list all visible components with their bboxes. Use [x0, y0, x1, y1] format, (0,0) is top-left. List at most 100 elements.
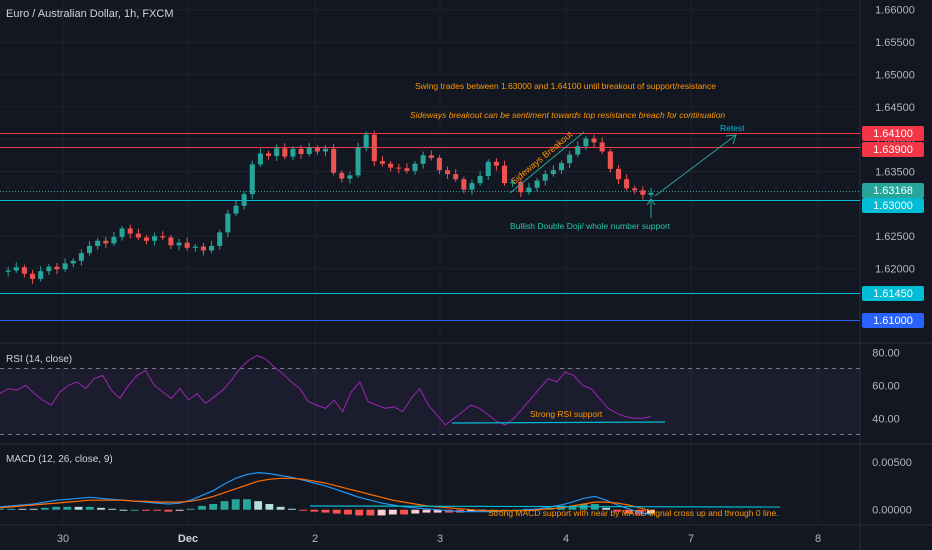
macd-support-line — [309, 505, 781, 508]
macd-hist-bar — [209, 504, 218, 510]
candle-body — [306, 147, 312, 155]
candle-body — [209, 245, 215, 251]
candle-body — [615, 168, 621, 180]
badge-last — [862, 183, 924, 198]
macd-hist-bar — [647, 509, 655, 514]
candle-body — [607, 151, 613, 169]
candle-body — [282, 148, 288, 157]
macd-hist-bar — [254, 501, 263, 510]
badge-r2 — [862, 142, 924, 157]
badge-r2-text: 1.63900 — [873, 144, 913, 156]
macd-signal-line — [0, 477, 652, 512]
candle-body — [583, 138, 589, 147]
macd-hist-bar — [388, 509, 397, 515]
macd-hist-bar — [366, 509, 375, 516]
candle-body — [103, 240, 109, 244]
candle-body — [632, 188, 638, 191]
candle-body — [160, 236, 166, 238]
candle-body — [184, 242, 190, 248]
macd-hist-bar — [355, 509, 364, 516]
rsi-line — [0, 355, 652, 426]
macd-hist-bar — [287, 508, 296, 510]
grid-lines — [0, 0, 860, 525]
macd-hist-bar — [52, 506, 61, 510]
badge-s2 — [862, 286, 924, 301]
candle-body — [493, 161, 499, 166]
candle-body — [274, 148, 280, 156]
candle-body — [542, 174, 548, 181]
double-doji-annotation: Bullish Double Doji/ whole number suppor… — [510, 221, 671, 231]
time-axis[interactable]: 30 Dec 2 3 4 7 8 — [57, 533, 821, 545]
candle-body — [168, 237, 174, 246]
candle-body — [241, 194, 247, 206]
time-label: 3 — [437, 533, 443, 545]
candle-body — [54, 266, 60, 270]
price-tick-label: 1.65500 — [875, 37, 915, 49]
macd-hist-bar — [119, 509, 128, 511]
price-tick-label: 1.63500 — [875, 167, 915, 179]
macd-hist-bar — [377, 509, 386, 516]
candle-body — [648, 192, 654, 195]
price-tick-label: 1.62000 — [875, 264, 915, 276]
macd-hist-bar — [613, 509, 622, 512]
swing-annotation: Swing trades between 1.63000 and 1.64100… — [415, 81, 716, 91]
candle-body — [558, 163, 565, 171]
macd-hist-bar — [85, 506, 94, 510]
rsi-title: RSI (14, close) — [6, 354, 72, 365]
macd-hist-bar — [299, 509, 307, 511]
rsi-tick-label: 60.00 — [872, 380, 900, 392]
macd-hist-bar — [344, 509, 352, 515]
candle-body — [412, 163, 418, 171]
price-tick-label: 1.65000 — [875, 69, 915, 81]
candle-body — [298, 148, 304, 155]
rsi-support-annotation: Strong RSI support — [530, 409, 603, 419]
macd-hist-bar — [40, 507, 49, 510]
badge-s3-text: 1.61000 — [873, 315, 913, 327]
chart-title: Euro / Australian Dollar, 1h, FXCM — [6, 8, 174, 20]
macd-hist-bar — [422, 509, 431, 513]
breakout-trendline — [509, 131, 585, 194]
candle-body — [322, 148, 329, 152]
candle-body — [624, 179, 630, 189]
macd-hist-bar — [108, 508, 117, 510]
macd-title: MACD (12, 26, close, 9) — [6, 454, 113, 465]
sideways-bias-annotation: Sideways breakout can be sentiment towar… — [410, 110, 725, 120]
candle-body — [314, 147, 320, 152]
candle-body — [591, 138, 597, 143]
macd-support-annotation: Strong MACD support with near by MACD si… — [488, 508, 779, 518]
price-badges: 1.64100 1.63900 1.63168 1.63000 1.61450 … — [862, 126, 924, 328]
candle-body — [567, 154, 573, 164]
price-tick-label: 1.66000 — [875, 5, 915, 17]
macd-hist-bar — [243, 499, 251, 510]
candle-body — [575, 146, 581, 155]
key-levels — [0, 133, 860, 321]
macd-hist-bar — [153, 509, 162, 511]
macd-hist-bar — [164, 509, 173, 512]
candle-body — [266, 153, 272, 156]
candle-body — [550, 170, 556, 175]
badge-last-text: 1.63168 — [873, 185, 913, 197]
candle-body — [217, 232, 223, 246]
candle-body — [176, 242, 182, 246]
macd-tick-label: 0.00500 — [872, 457, 912, 469]
candle-body — [461, 179, 467, 190]
time-label: Dec — [178, 533, 198, 545]
badge-s3 — [862, 313, 924, 328]
candle-body — [111, 236, 117, 244]
macd-axis: 0.00500 0.00000 — [872, 457, 912, 517]
candle-body — [477, 176, 483, 184]
macd-hist-bar — [186, 508, 195, 510]
candle-body — [445, 170, 451, 175]
macd-hist-bar — [602, 507, 611, 510]
rsi-tick-label: 40.00 — [872, 413, 900, 425]
badge-r1 — [862, 126, 924, 141]
rsi-axis: 80.00 60.00 40.00 — [872, 347, 900, 425]
macd-hist-bar — [141, 509, 150, 511]
macd-hist-bar — [7, 508, 16, 510]
time-label: 7 — [688, 533, 694, 545]
candle-body — [86, 245, 93, 254]
rsi-band-fill — [0, 368, 860, 435]
candle-body — [13, 267, 19, 271]
doji-arrow-head — [646, 198, 656, 206]
macd-hist-bar — [130, 509, 139, 511]
